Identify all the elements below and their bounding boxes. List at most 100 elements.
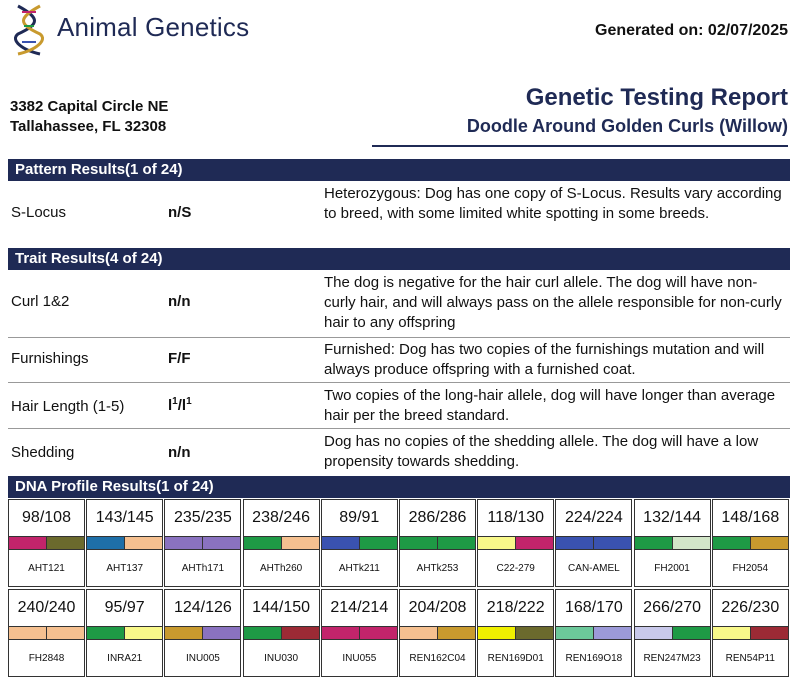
allele-color-2	[438, 627, 475, 639]
row-divider	[8, 428, 790, 429]
trait-name: Hair Length (1-5)	[11, 398, 125, 415]
genotype: n/S	[168, 204, 192, 221]
pattern-results-header: Pattern Results(1 of 24)	[8, 159, 790, 181]
allele-color-1	[712, 537, 751, 549]
allele-color-bar	[400, 626, 475, 640]
allele-color-bar	[634, 536, 710, 550]
marker-name: FH2001	[654, 563, 690, 574]
trait-description: The dog is negative for the hair curl al…	[324, 274, 782, 331]
generated-date-value: 02/07/2025	[707, 22, 788, 39]
dna-marker-cell: 235/235 AHTh171	[164, 499, 242, 587]
allele-values: 168/170	[564, 599, 623, 616]
genotype: l1/l1	[168, 396, 192, 414]
allele-color-1	[321, 537, 360, 549]
allele-values: 95/97	[104, 599, 145, 616]
dog-name: Doodle Around Golden Curls (Willow)	[466, 116, 788, 136]
allele-color-bar	[712, 626, 788, 640]
allele-color-2	[594, 627, 632, 639]
allele-values: 240/240	[17, 599, 76, 616]
genotype: n/n	[168, 444, 191, 461]
allele-values: 98/108	[22, 509, 71, 526]
allele-color-1	[478, 537, 517, 549]
allele-color-2	[516, 537, 554, 549]
brand-name: Animal Genetics	[57, 12, 250, 42]
allele-color-1	[556, 537, 595, 549]
allele-color-1	[9, 537, 47, 549]
trait-results-header: Trait Results(4 of 24)	[8, 248, 790, 270]
allele-color-bar	[87, 626, 163, 640]
allele-color-bar	[478, 536, 554, 550]
allele-color-bar	[165, 536, 241, 550]
genotype: F/F	[168, 350, 191, 367]
marker-name: AHTk211	[338, 563, 380, 574]
result-row-s-locus: S-Locus n/S Heterozygous: Dog has one co…	[8, 184, 790, 244]
allele-color-2	[281, 537, 319, 549]
trait-description: Two copies of the long-hair allele, dog …	[324, 387, 776, 424]
dna-marker-cell: 266/270 REN247M23	[633, 589, 711, 677]
allele-color-bar	[165, 626, 241, 640]
dna-marker-cell: 124/126 INU005	[164, 589, 242, 677]
marker-name: INU055	[342, 653, 377, 664]
allele-color-bar	[400, 536, 475, 550]
allele-color-1	[634, 537, 673, 549]
allele-values: 144/150	[252, 599, 311, 616]
allele-color-1	[400, 627, 438, 639]
dna-marker-cell: 98/108 AHT121	[8, 499, 85, 587]
trait-description: Furnished: Dog has two copies of the fur…	[324, 341, 765, 378]
row-divider	[8, 337, 790, 338]
genotype-superscript-2: 1	[186, 396, 192, 407]
allele-values: 224/224	[564, 509, 623, 526]
row-divider	[8, 382, 790, 383]
dna-profile-header: DNA Profile Results(1 of 24)	[8, 476, 790, 498]
allele-color-bar	[712, 536, 788, 550]
genotype-superscript-1: 1	[172, 396, 178, 407]
dna-marker-cell: 218/222 REN169D01	[477, 589, 555, 677]
marker-name: INU005	[185, 653, 220, 664]
allele-color-1	[165, 627, 204, 639]
dna-marker-cell: 214/214 INU055	[320, 589, 398, 677]
marker-name: CAN-AMEL	[568, 563, 620, 574]
allele-color-2	[125, 537, 163, 549]
marker-name: AHT137	[106, 563, 144, 574]
allele-color-1	[243, 627, 282, 639]
allele-color-bar	[556, 536, 632, 550]
result-row-curl: Curl 1&2 n/n The dog is negative for the…	[8, 273, 790, 335]
trait-name: Curl 1&2	[11, 293, 70, 310]
marker-name: FH2848	[28, 653, 65, 664]
allele-color-2	[281, 627, 319, 639]
address-line-1: 3382 Capital Circle NE	[10, 98, 169, 115]
dna-marker-cell: 226/230 REN54P11	[711, 589, 789, 677]
generated-label: Generated on:	[595, 22, 704, 39]
dna-marker-grid: 98/108 AHT121 143/145 AHT137 235/235 AHTh171 2…	[8, 499, 790, 681]
allele-color-bar	[321, 536, 397, 550]
allele-color-2	[359, 627, 397, 639]
trait-name: Shedding	[11, 444, 75, 461]
marker-name: AHTh260	[259, 563, 303, 574]
allele-color-bar	[556, 626, 632, 640]
dna-marker-cell: 118/130 C22-279	[477, 499, 555, 587]
allele-values: 214/214	[330, 599, 389, 616]
marker-name: REN247M23	[643, 653, 701, 664]
marker-name: AHT121	[28, 563, 65, 574]
allele-color-2	[672, 537, 710, 549]
address-line-2: Tallahassee, FL 32308	[10, 118, 167, 135]
allele-color-2	[203, 627, 241, 639]
dna-helix-logo-icon	[14, 4, 44, 56]
lab-address: 3382 Capital Circle NE Tallahassee, FL 3…	[10, 97, 168, 137]
allele-values: 143/145	[95, 509, 154, 526]
allele-values: 132/144	[643, 509, 702, 526]
marker-name: REN162C04	[409, 653, 466, 664]
genotype: n/n	[168, 293, 191, 310]
dna-marker-cell: 240/240 FH2848	[8, 589, 85, 677]
allele-values: 238/246	[252, 509, 311, 526]
allele-color-bar	[478, 626, 554, 640]
marker-name: REN169O18	[565, 653, 623, 664]
marker-name: AHTk253	[416, 563, 459, 574]
allele-color-bar	[9, 536, 84, 550]
dna-marker-cell: 204/208 REN162C04	[399, 589, 476, 677]
allele-values: 89/91	[339, 509, 380, 526]
dna-marker-cell: 148/168 FH2054	[711, 499, 789, 587]
allele-color-2	[516, 627, 554, 639]
dna-marker-cell: 224/224 CAN-AMEL	[555, 499, 633, 587]
allele-color-1	[87, 537, 126, 549]
